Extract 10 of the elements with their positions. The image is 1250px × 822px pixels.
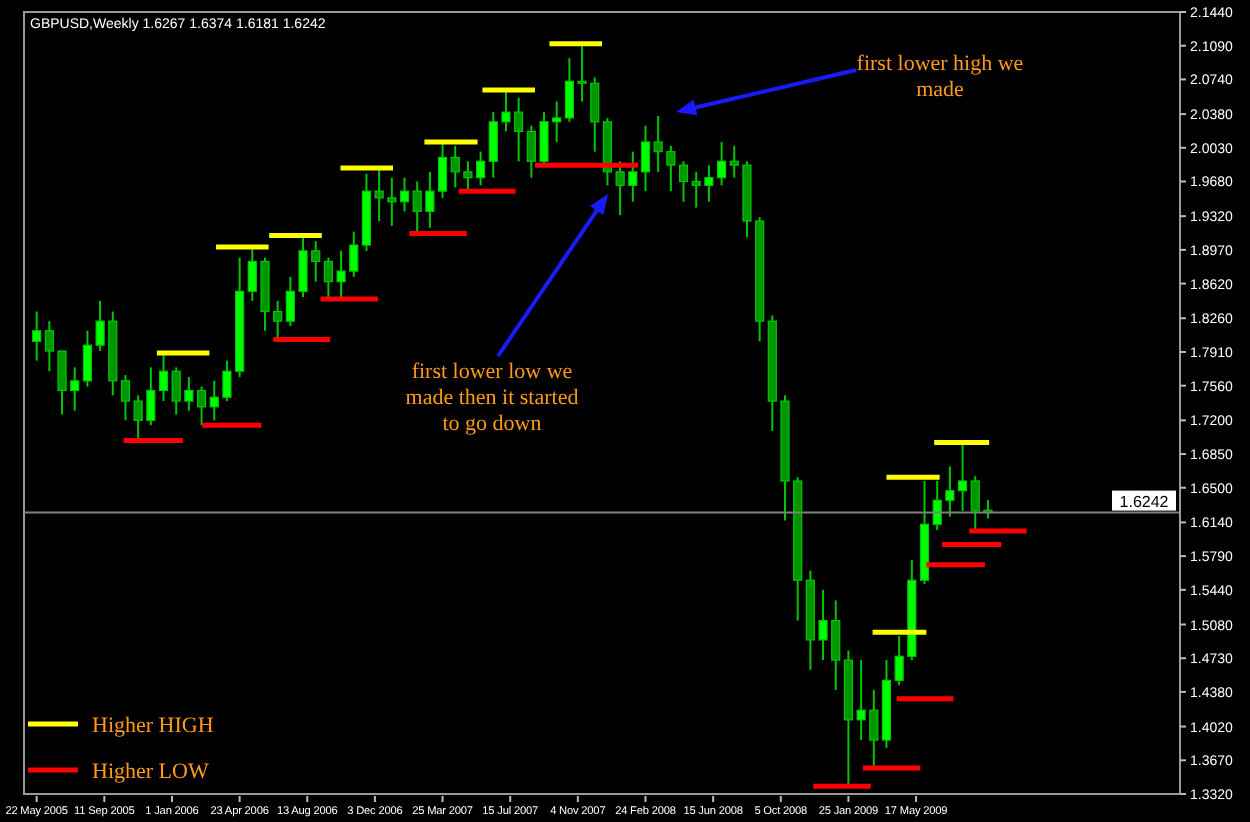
candlestick	[399, 176, 410, 213]
annotation: first lower low we made then it started to go down	[405, 360, 580, 436]
candlestick	[32, 310, 42, 362]
ref-line-label: 1.6242	[1119, 492, 1170, 511]
candlestick	[120, 374, 131, 422]
legend-label: Higher HIGH	[92, 714, 214, 738]
candlestick	[640, 124, 651, 193]
legend-label: Higher LOW	[92, 760, 210, 784]
annotation: first lower high we made	[856, 52, 1024, 102]
candlestick	[158, 351, 169, 403]
